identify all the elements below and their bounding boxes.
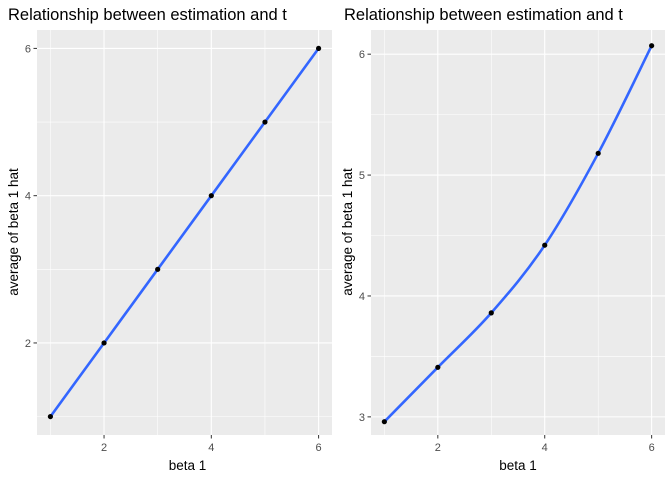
- right-chart: 2 4 6 3 4 5 6 Relationship between estimation …: [340, 6, 665, 473]
- left-chart-data-point: [315, 45, 322, 52]
- left-chart-data-point: [208, 193, 214, 199]
- left-chart-y-axis-label: average of beta 1 hat: [6, 168, 21, 296]
- left-chart-title: Relationship between estimation and t: [8, 6, 287, 24]
- right-chart-y-tick-label: 5: [359, 170, 365, 182]
- left-chart-x-tick-label: 4: [208, 442, 214, 454]
- left-chart-y-tick-label: 2: [25, 338, 31, 350]
- right-chart-data-point: [649, 43, 655, 49]
- right-chart-x-tick-label: 4: [542, 442, 548, 454]
- left-chart-y-tick-label: 4: [25, 191, 31, 203]
- right-chart-x-tick-label: 6: [649, 442, 655, 454]
- right-chart-data-point: [595, 150, 601, 156]
- left-chart-data-point: [101, 340, 107, 346]
- right-chart-data-point: [435, 364, 441, 370]
- left-chart-x-tick-label: 6: [316, 442, 322, 454]
- left-chart-data-point: [262, 119, 268, 125]
- right-chart-data-point: [542, 242, 548, 248]
- right-chart-y-tick-label: 6: [359, 49, 365, 61]
- left-chart-x-tick-label: 2: [101, 442, 107, 454]
- right-chart-plot-area: 2 4 6 3 4 5 6: [359, 30, 665, 454]
- right-chart-data-point: [381, 419, 387, 425]
- left-chart-plot-area: 2 4 6 2 4 6: [25, 30, 332, 454]
- right-chart-title: Relationship between estimation and t: [344, 6, 623, 24]
- right-chart-x-tick-label: 2: [435, 442, 441, 454]
- right-chart-data-point: [488, 310, 494, 316]
- left-chart-trend-line: [49, 47, 320, 418]
- right-chart-y-tick-label: 3: [359, 412, 365, 424]
- right-chart-y-tick-label: 4: [359, 291, 365, 303]
- right-chart-y-axis-label: average of beta 1 hat: [340, 168, 355, 296]
- left-chart-data-point: [155, 266, 161, 272]
- left-chart-y-tick-label: 6: [25, 43, 31, 55]
- left-chart: 2 4 6 2 4 6 Relationship between estimation a…: [6, 6, 332, 473]
- right-chart-panel-background: [371, 30, 665, 435]
- left-chart-x-axis-label: beta 1: [169, 458, 207, 473]
- right-chart-x-axis-label: beta 1: [499, 458, 537, 473]
- left-chart-data-point: [47, 413, 54, 420]
